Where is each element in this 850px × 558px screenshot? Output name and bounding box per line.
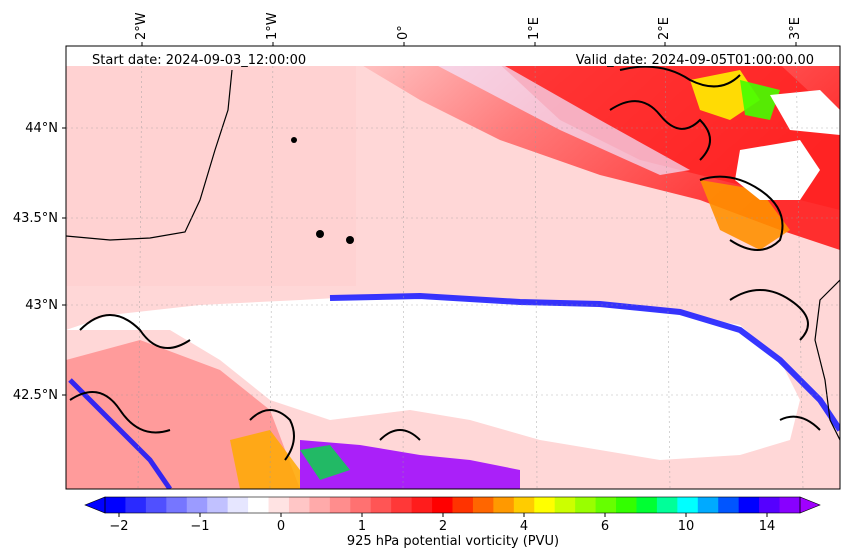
annotation-strip <box>66 46 840 66</box>
colorbar-segment <box>411 497 433 513</box>
pv-northeast-orange <box>700 180 790 250</box>
colorbar-segment <box>125 497 147 513</box>
colorbar-segment <box>493 497 515 513</box>
colorbar-tick-label: 4 <box>520 519 528 534</box>
colorbar-tick-label: 2 <box>439 519 447 534</box>
colorbar-segment <box>575 497 597 513</box>
colorbar-segment <box>145 497 167 513</box>
colorbar-segment <box>329 497 351 513</box>
colorbar-extend-max <box>799 496 821 514</box>
colorbar-extend-min <box>84 496 106 514</box>
gridlines <box>66 46 840 489</box>
colorbar-segment <box>452 497 474 513</box>
colorbar-segment <box>779 497 801 513</box>
colorbar-segment <box>595 497 617 513</box>
latitude-ticks: 44°N 43.5°N 43°N 42.5°N <box>13 121 66 403</box>
map-frame <box>65 45 841 490</box>
lat-tick-label: 43°N <box>25 298 58 313</box>
lat-tick-label: 43.5°N <box>13 211 58 226</box>
colorbar-segment <box>268 497 290 513</box>
valid-date-label: Valid_date: 2024-09-05T01:00:00.00 <box>576 53 814 68</box>
lon-tick-label: 1°W <box>265 12 280 40</box>
colorbar-segment <box>656 497 678 513</box>
colorbar-segment <box>105 497 126 513</box>
colorbar-tick-label: −2 <box>109 519 128 534</box>
pv-northeast-white-gap <box>735 140 820 200</box>
colorbar-tick-label: 1 <box>358 519 366 534</box>
colorbar-segment <box>350 497 372 513</box>
colorbar-segment <box>759 497 781 513</box>
colorbar-segment <box>207 497 229 513</box>
colorbar-tick-label: 0 <box>277 519 285 534</box>
colorbar-segment <box>677 497 699 513</box>
lat-tick-label: 44°N <box>25 121 58 136</box>
pv-contours <box>69 65 821 461</box>
pv-southwest-orange <box>230 430 300 489</box>
pv-northeast-green <box>740 80 780 120</box>
colorbar-segment <box>513 497 535 513</box>
pv-northeast-white-gap2 <box>770 90 840 135</box>
colorbar-tick-label: 6 <box>601 519 609 534</box>
colorbar-tick-label: 14 <box>759 519 776 534</box>
masked-terrain <box>66 295 800 460</box>
colorbar-segment <box>288 497 310 513</box>
colorbar-segment <box>738 497 760 513</box>
pv-pale-stripe <box>400 46 690 175</box>
colorbar-segment <box>554 497 576 513</box>
pv-dots <box>291 137 354 244</box>
colorbar-segment <box>370 497 392 513</box>
colorbar-tick-label: −1 <box>190 519 209 534</box>
colorbar-frame <box>104 496 801 514</box>
colorbar-segment <box>186 497 208 513</box>
pv-south-green <box>300 445 350 480</box>
colorbar: −2 −1 0 1 2 4 6 10 14 <box>84 496 821 534</box>
colorbar-segment <box>472 497 494 513</box>
lon-tick-label: 1°E <box>527 17 542 40</box>
lon-tick-label: 2°W <box>134 12 149 40</box>
colorbar-segment <box>534 497 556 513</box>
lat-tick-label: 42.5°N <box>13 388 58 403</box>
pv-south-patches <box>300 440 520 489</box>
longitude-ticks: 2°W 1°W 0° 1°E 2°E 3°E <box>134 12 803 46</box>
colorbar-segment <box>697 497 719 513</box>
pv-negative-edge <box>329 292 840 432</box>
colorbar-segment <box>391 497 413 513</box>
colorbar-segment <box>309 497 331 513</box>
colorbar-segment <box>718 497 740 513</box>
colorbar-segment <box>636 497 658 513</box>
pv-southwest-blue <box>68 378 173 489</box>
map-panel <box>66 46 840 489</box>
colorbar-segment <box>432 497 453 513</box>
colorbar-label: 925 hPa potential vorticity (PVU) <box>347 534 559 549</box>
border-line <box>814 279 840 441</box>
colorbar-segment <box>616 497 637 513</box>
colorbar-segment <box>166 497 188 513</box>
pv-left-field <box>66 46 356 286</box>
colorbar-segment <box>248 497 270 513</box>
coastline <box>66 69 233 241</box>
colorbar-tick-label: 10 <box>678 519 695 534</box>
lon-tick-label: 3°E <box>788 17 803 40</box>
start-date-label: Start date: 2024-09-03_12:00:00 <box>92 53 306 68</box>
lon-tick-label: 2°E <box>657 17 672 40</box>
lon-tick-label: 0° <box>396 25 411 40</box>
colorbar-segment <box>227 497 249 513</box>
